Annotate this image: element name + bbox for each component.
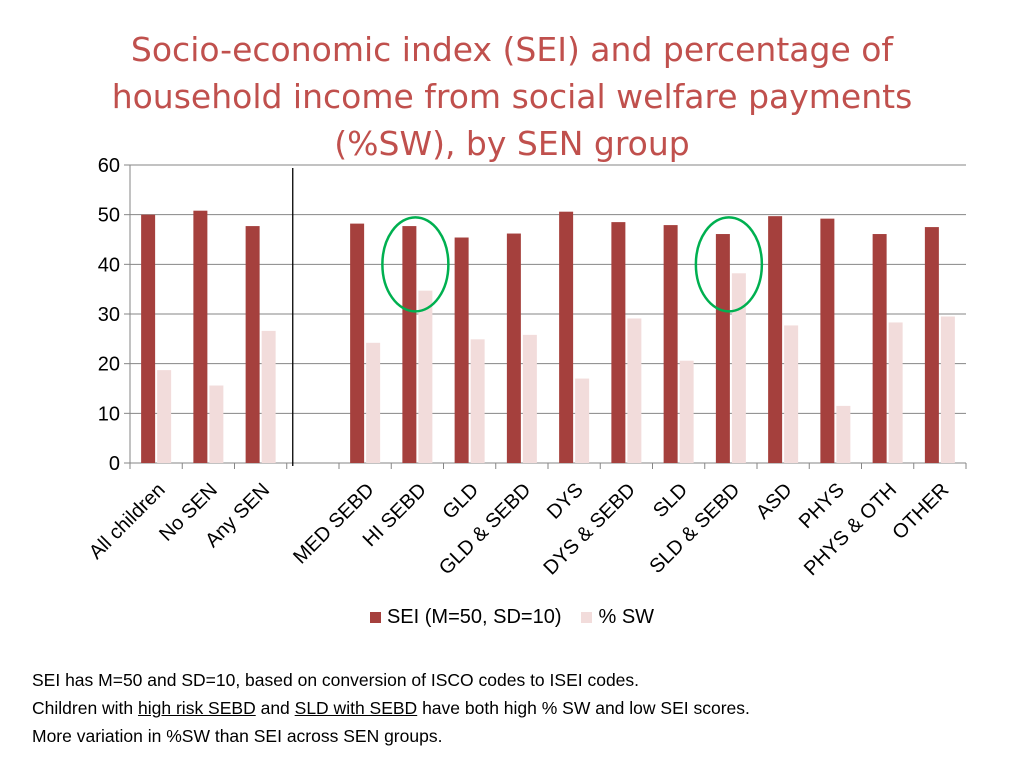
bar-sei	[715, 234, 730, 463]
bar-sei	[350, 223, 365, 463]
bar-sei	[611, 222, 626, 463]
bar-sw	[470, 339, 485, 463]
note-line-3: More variation in %SW than SEI across SE…	[32, 726, 443, 746]
note-underlined-text: high risk SEBD	[138, 698, 256, 718]
notes: SEI has M=50 and SD=10, based on convers…	[32, 666, 992, 750]
legend: SEI (M=50, SD=10) % SW	[0, 606, 1024, 629]
legend-swatch-sw	[581, 612, 593, 623]
bar-sw	[209, 385, 224, 463]
legend-label-sw: % SW	[598, 606, 655, 628]
bar-sei	[559, 211, 574, 463]
legend-item-sw: % SW	[581, 606, 654, 629]
title-line-3: (%SW), by SEN group	[334, 124, 690, 163]
bar-sei	[924, 227, 939, 463]
bar-sw	[836, 405, 851, 463]
y-tick-label: 0	[109, 453, 120, 475]
y-tick-label: 30	[98, 304, 120, 326]
bar-sei	[402, 226, 417, 463]
y-tick-label: 50	[98, 205, 120, 227]
legend-swatch-sei	[369, 612, 381, 623]
highlight-circle	[694, 216, 764, 313]
x-tick-label: PHYS & OTH	[800, 479, 901, 580]
bar-sei	[872, 234, 887, 463]
bar-sw	[575, 378, 590, 463]
bar-sei	[663, 225, 678, 463]
x-tick-label: ASD	[752, 479, 797, 524]
bar-sei	[768, 216, 783, 463]
y-tick-label: 60	[98, 155, 120, 177]
bar-sei	[245, 226, 260, 463]
bar-sw	[627, 318, 642, 463]
note-text: Children with	[32, 698, 139, 718]
note-text: and	[255, 698, 295, 718]
bar-sw	[157, 370, 172, 463]
x-tick-label: MED SEBD	[289, 479, 378, 568]
bar-sei	[506, 233, 521, 463]
bar-sw	[418, 290, 433, 463]
x-tick-label: GLD	[439, 479, 484, 524]
legend-item-sei: SEI (M=50, SD=10)	[369, 606, 562, 629]
x-tick-label: OTHER	[888, 479, 953, 544]
x-tick-label: DYS & SEBD	[539, 479, 639, 579]
bar-sei	[454, 237, 469, 463]
chart-title: Socio-economic index (SEI) and percentag…	[60, 26, 964, 167]
bar-sw	[261, 330, 276, 463]
bar-sw	[679, 360, 694, 463]
note-line-2: Children with high risk SEBD and SLD wit…	[32, 694, 992, 722]
bar-sw	[784, 325, 799, 463]
note-line-1: SEI has M=50 and SD=10, based on convers…	[32, 670, 640, 690]
y-tick-label: 10	[98, 403, 120, 425]
bar-sw	[522, 334, 537, 463]
bar-sw	[940, 316, 955, 463]
y-tick-label: 20	[98, 354, 120, 376]
title-line-2: household income from social welfare pay…	[111, 77, 913, 116]
bar-sei	[820, 218, 835, 463]
title-line-1: Socio-economic index (SEI) and percentag…	[130, 30, 894, 69]
bar-sei	[193, 210, 208, 463]
y-tick-label: 40	[98, 254, 120, 276]
x-tick-label: GLD & SEBD	[435, 479, 535, 579]
x-tick-label: DYS	[543, 479, 588, 524]
bar-sw	[731, 273, 746, 463]
highlight-circle	[381, 216, 450, 313]
bar-sw	[888, 322, 903, 463]
note-underlined-text: SLD with SEBD	[294, 698, 418, 718]
x-tick-label: SLD & SEBD	[646, 479, 745, 578]
bar-sei	[141, 214, 156, 463]
x-tick-label: All children	[85, 479, 170, 564]
note-text: have both high % SW and low SEI scores.	[417, 698, 750, 718]
x-tick-label: SLD	[649, 479, 692, 522]
bar-sw	[366, 342, 381, 463]
legend-label-sei: SEI (M=50, SD=10)	[386, 606, 562, 628]
